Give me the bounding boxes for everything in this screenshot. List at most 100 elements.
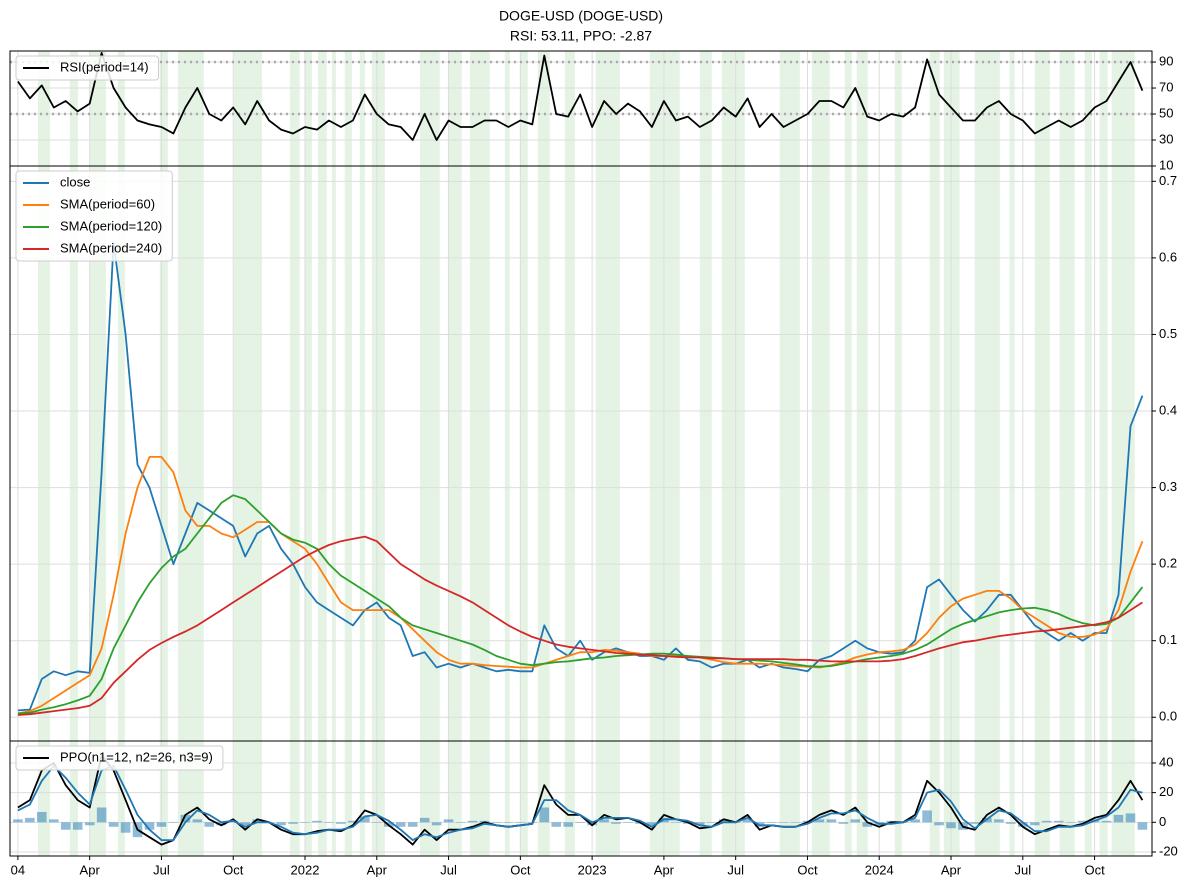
histogram-bar [407, 822, 418, 827]
histogram-bar [671, 822, 681, 823]
legend: PPO(n1=12, n2=26, n3=9) [15, 745, 224, 771]
highlight-span [844, 51, 852, 166]
series-line [17, 456, 1144, 715]
x-tick-label: Oct [510, 862, 531, 877]
highlight-span [699, 51, 712, 166]
y-tick-label: 90 [1159, 53, 1173, 68]
histogram-bar [862, 822, 873, 827]
highlight-span [331, 741, 336, 856]
highlight-span [37, 166, 50, 741]
histogram-bar [395, 822, 406, 827]
highlight-span [929, 166, 940, 741]
highlight-span [595, 51, 620, 166]
highlight-span [1034, 166, 1050, 741]
legend-label: SMA(period=120) [60, 218, 162, 233]
histogram-bar [934, 822, 944, 826]
histogram-bar [13, 819, 23, 823]
histogram-bar [443, 819, 454, 823]
highlight-span [344, 166, 352, 741]
highlight-span [649, 51, 680, 166]
histogram-bar [120, 822, 131, 833]
highlight-span [359, 51, 365, 166]
histogram-bar [922, 810, 932, 823]
y-tick-label: 50 [1159, 105, 1173, 120]
highlight-span [1111, 51, 1135, 166]
y-tick-label: 0.6 [1159, 249, 1177, 264]
highlight-span [447, 51, 462, 166]
highlight-span [504, 741, 510, 856]
histogram-bar [826, 819, 837, 823]
highlight-span [419, 741, 440, 856]
histogram-bar [1077, 820, 1088, 823]
highlight-span [177, 166, 204, 741]
histogram-bar [1125, 813, 1136, 823]
y-tick-label: -20 [1159, 843, 1178, 858]
y-tick-label: 20 [1159, 784, 1173, 799]
histogram-bar [1101, 820, 1112, 823]
highlight-span [537, 51, 550, 166]
highlight-span [1099, 166, 1108, 741]
histogram-bar [503, 822, 514, 823]
highlight-span [344, 741, 352, 856]
histogram-bar [623, 822, 633, 823]
highlight-span [721, 741, 745, 856]
histogram-bar [240, 822, 250, 826]
highlight-span [811, 51, 830, 166]
histogram-bar [467, 820, 478, 823]
highlight-span [469, 741, 490, 856]
x-tick-label: Apr [367, 862, 388, 877]
histogram-bar [288, 822, 298, 824]
histogram-bar [96, 807, 107, 823]
histogram-bar [1006, 822, 1016, 824]
highlight-span [419, 51, 440, 166]
highlight-span [856, 51, 868, 166]
highlight-span [1059, 51, 1075, 166]
y-tick-label: 30 [1159, 131, 1173, 146]
histogram-bar [25, 817, 35, 823]
highlight-span [649, 741, 680, 856]
legend: RSI(period=14) [15, 55, 160, 81]
histogram-bar [587, 822, 597, 826]
y-tick-label: 0.2 [1159, 556, 1177, 571]
histogram-bar [695, 822, 705, 826]
histogram-bar [252, 819, 262, 823]
histogram-bar [1065, 822, 1076, 823]
highlight-span [519, 51, 528, 166]
x-tick-label: Oct [1084, 862, 1105, 877]
highlight-span [1034, 51, 1050, 166]
histogram-bar [718, 819, 729, 823]
histogram-bar [168, 822, 179, 823]
highlight-span [894, 51, 902, 166]
histogram-bar [360, 816, 370, 823]
histogram-bar [180, 814, 191, 823]
highlight-span [974, 741, 1000, 856]
y-tick-label: 10 [1159, 157, 1173, 172]
histogram-bar [72, 822, 83, 830]
histogram-bar [1053, 820, 1064, 823]
histogram-bar [192, 819, 203, 823]
histogram-bar [156, 822, 167, 827]
histogram-bar [910, 819, 920, 823]
histogram-bar [994, 819, 1004, 823]
x-tick-label: Oct [797, 862, 818, 877]
highlight-span [943, 166, 960, 741]
histogram-bar [611, 822, 621, 824]
highlight-span [844, 741, 852, 856]
x-tick-label: Jul [727, 862, 744, 877]
highlight-span [359, 741, 365, 856]
histogram-bar [742, 819, 753, 823]
histogram-bar [348, 820, 358, 823]
histogram-bar [84, 822, 95, 826]
y-tick-label: 0.4 [1159, 402, 1177, 417]
y-tick-label: 0.1 [1159, 632, 1177, 647]
highlight-span [564, 741, 575, 856]
histogram-bar [216, 822, 227, 826]
highlight-span [419, 166, 440, 741]
y-tick-label: 0.0 [1159, 709, 1177, 724]
highlight-span [929, 741, 940, 856]
histogram-bar [1029, 822, 1040, 826]
x-tick-label: 2023 [578, 862, 607, 877]
highlight-span [317, 166, 327, 741]
